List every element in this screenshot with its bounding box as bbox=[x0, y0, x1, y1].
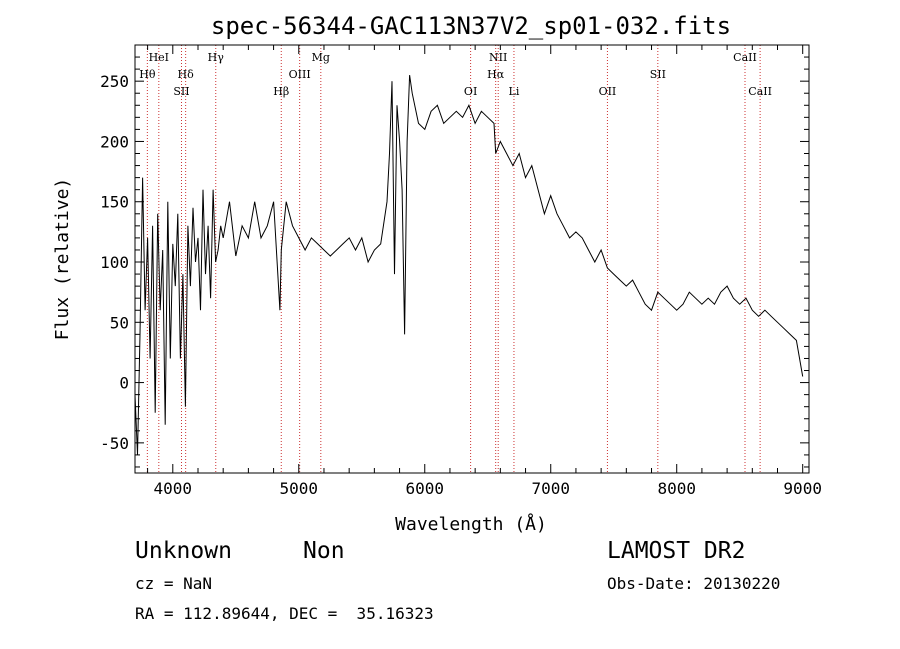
coordinates: RA = 112.89644, DEC = 35.16323 bbox=[135, 604, 434, 623]
object-class: Unknown bbox=[135, 538, 232, 564]
line-marker-label-2: Hδ bbox=[178, 68, 195, 81]
x-tick-label-5: 9000 bbox=[783, 479, 822, 498]
line-marker-label-9: NII bbox=[489, 51, 507, 64]
spectrum-line-0 bbox=[135, 75, 804, 455]
x-tick-label-1: 5000 bbox=[280, 479, 319, 498]
chart-title: spec-56344-GAC113N37V2_sp01-032.fits bbox=[211, 12, 731, 40]
line-marker-label-12: OII bbox=[599, 85, 617, 98]
line-marker-label-8: OI bbox=[464, 85, 477, 98]
line-marker-label-5: Hβ bbox=[273, 85, 289, 98]
x-tick-label-3: 7000 bbox=[531, 479, 570, 498]
y-tick-label-3: 100 bbox=[100, 253, 129, 272]
y-axis-label: Flux (relative) bbox=[52, 178, 73, 341]
line-marker-label-10: Hα bbox=[487, 68, 505, 81]
x-axis-label: Wavelength (Å) bbox=[395, 513, 547, 535]
line-marker-label-13: SII bbox=[650, 68, 666, 81]
y-tick-label-2: 50 bbox=[110, 313, 129, 332]
line-marker-label-1: HeI bbox=[149, 51, 169, 64]
y-tick-label-0: -50 bbox=[100, 434, 129, 453]
line-marker-label-0: Hθ bbox=[139, 68, 156, 81]
x-tick-label-0: 4000 bbox=[154, 479, 193, 498]
redshift-cz: cz = NaN bbox=[135, 574, 213, 593]
y-tick-label-4: 150 bbox=[100, 193, 129, 212]
line-marker-label-3: SII bbox=[173, 85, 189, 98]
line-marker-label-14: CaII bbox=[733, 51, 757, 64]
object-subclass: Non bbox=[303, 538, 345, 564]
line-marker-label-15: CaII bbox=[748, 85, 772, 98]
plot-frame bbox=[134, 44, 810, 474]
x-tick-label-4: 8000 bbox=[657, 479, 696, 498]
y-tick-label-5: 200 bbox=[100, 132, 129, 151]
y-tick-label-6: 250 bbox=[100, 72, 129, 91]
line-marker-label-6: OIII bbox=[289, 68, 311, 81]
line-marker-label-4: Hγ bbox=[208, 51, 225, 64]
observation-date: Obs-Date: 20130220 bbox=[607, 574, 781, 593]
x-tick-label-2: 6000 bbox=[405, 479, 444, 498]
line-marker-label-11: Li bbox=[509, 85, 520, 98]
axes-group: 4000 5000 6000 7000 8000 9000 -50 0 50 100 150 200 2… bbox=[100, 44, 822, 498]
line-marker-label-7: Mg bbox=[312, 51, 330, 64]
y-tick-label-1: 0 bbox=[119, 374, 129, 393]
series-group bbox=[135, 75, 804, 455]
survey-name: LAMOST DR2 bbox=[607, 538, 746, 564]
